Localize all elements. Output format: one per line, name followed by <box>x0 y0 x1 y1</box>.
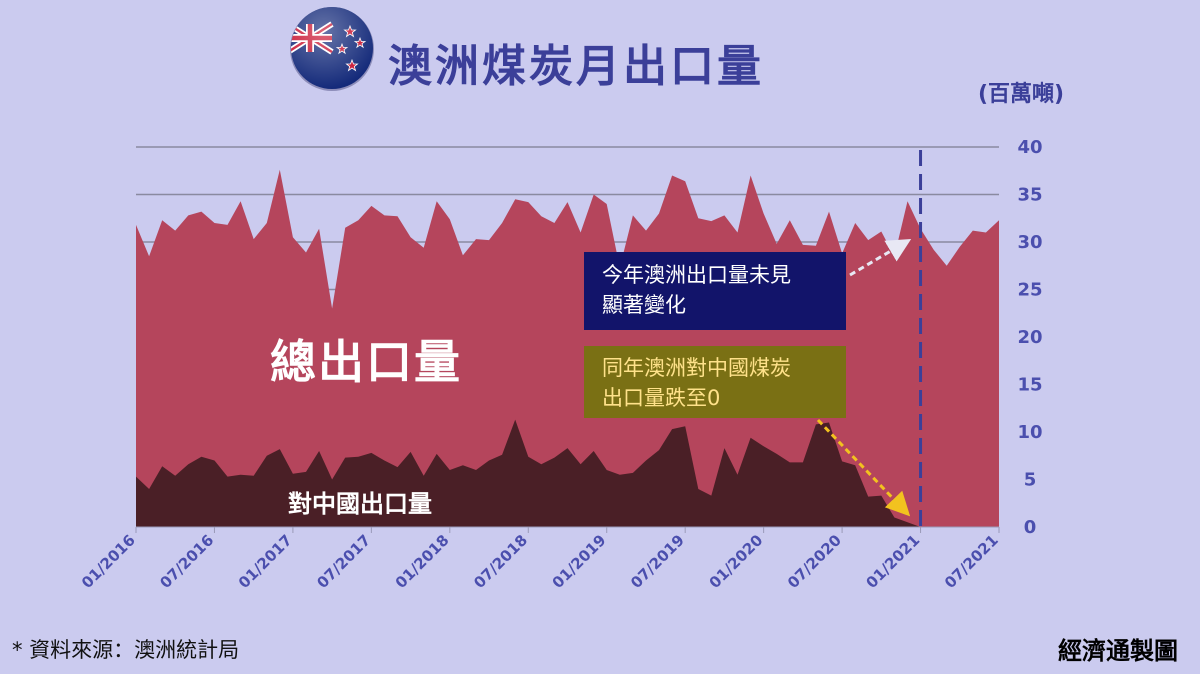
callout-no-change: 今年澳洲出口量未見 顯著變化 <box>584 252 846 330</box>
x-axis: 01/2016 07/2016 01/2017 07/2017 01/2018 07/20… <box>78 526 1002 592</box>
y-tick-label: 20 <box>1017 327 1042 348</box>
x-tick-label: 07/2017 <box>313 531 374 592</box>
y-tick-label: 5 <box>1024 470 1037 491</box>
x-tick-label: 01/2020 <box>706 531 767 592</box>
x-tick-label: 01/2016 <box>78 531 139 592</box>
data-source: * 資料來源：澳洲統計局 <box>12 638 240 662</box>
y-tick-label: 15 <box>1017 375 1042 396</box>
y-tick-label: 10 <box>1017 422 1042 443</box>
unit-label: (百萬噸) <box>978 82 1065 107</box>
callout-china-zero-line1: 同年澳洲對中國煤炭 <box>602 356 791 380</box>
y-tick-label: 0 <box>1024 517 1037 538</box>
y-axis: 0 5 10 15 20 25 30 35 40 <box>1017 137 1042 538</box>
x-tick-label: 01/2017 <box>235 531 296 592</box>
chart-credit: 經濟通製圖 <box>1058 637 1178 665</box>
chart-title: 澳洲煤炭月出口量 <box>388 41 764 92</box>
x-tick-label: 01/2021 <box>862 531 923 592</box>
callout-no-change-line1: 今年澳洲出口量未見 <box>602 263 791 287</box>
china-exports-area <box>136 419 999 527</box>
yellow-callout-arrow <box>816 418 911 517</box>
total-exports-label: 總出口量 <box>270 335 462 389</box>
x-tick-label: 07/2018 <box>470 531 531 592</box>
y-tick-label: 25 <box>1017 280 1042 301</box>
x-tick-label: 01/2019 <box>549 531 610 592</box>
x-tick-label: 07/2016 <box>156 531 217 592</box>
x-tick-label: 07/2021 <box>941 531 1002 592</box>
new-zealand-flag-icon <box>288 4 376 92</box>
white-callout-arrow <box>849 238 912 277</box>
callout-china-zero: 同年澳洲對中國煤炭 出口量跌至0 <box>584 346 846 418</box>
callout-no-change-line2: 顯著變化 <box>602 293 686 317</box>
china-exports-label: 對中國出口量 <box>288 490 432 518</box>
y-tick-label: 30 <box>1017 232 1042 253</box>
callout-china-zero-line2: 出口量跌至0 <box>602 386 721 410</box>
x-tick-label: 01/2018 <box>392 531 453 592</box>
x-tick-label: 07/2019 <box>627 531 688 592</box>
x-tick-label: 07/2020 <box>784 531 845 592</box>
y-tick-label: 40 <box>1017 137 1042 158</box>
y-tick-label: 35 <box>1017 185 1042 206</box>
